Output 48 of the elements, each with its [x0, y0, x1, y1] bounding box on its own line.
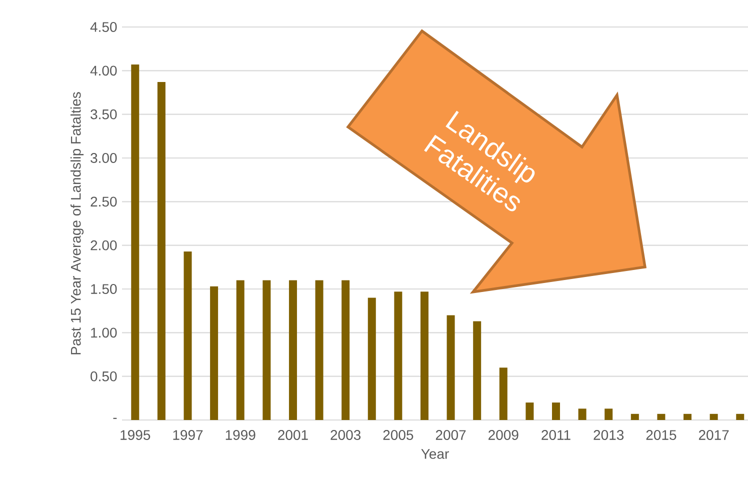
x-tick-label: 2007 [436, 430, 466, 440]
bar [552, 402, 560, 420]
bar [315, 280, 324, 420]
x-tick-label: 2009 [488, 430, 518, 440]
y-tick-label: 1.00 [91, 328, 117, 338]
bar [499, 368, 508, 420]
bar [342, 280, 350, 420]
x-tick-label: 2005 [383, 430, 414, 440]
bar [657, 414, 666, 420]
bar [157, 82, 166, 420]
bar [288, 280, 297, 420]
bar [526, 402, 534, 420]
x-tick-label: 2011 [542, 430, 570, 440]
y-tick-label: 4.00 [90, 66, 117, 76]
y-tick-label: 3.50 [90, 109, 117, 120]
bar [368, 298, 376, 420]
y-tick-label: 3.00 [90, 153, 117, 163]
bar [131, 64, 140, 420]
bar [473, 321, 482, 420]
x-tick-label: 2001 [278, 430, 308, 440]
y-tick-label: 4.50 [90, 22, 117, 32]
bar [420, 292, 428, 420]
bar [604, 408, 613, 420]
x-tick-label: 2015 [646, 430, 676, 440]
bar [578, 408, 586, 420]
bar [684, 414, 692, 420]
y-axis-title: Past 15 Year Average of Landslip Fatalties [70, 92, 84, 354]
bar [446, 315, 455, 420]
x-axis-title: Year [421, 449, 449, 459]
y-tick-label: 2.50 [90, 196, 117, 207]
x-tick-label: 2017 [698, 430, 729, 440]
y-tick-label: 0.50 [90, 371, 117, 382]
bar [262, 280, 271, 420]
x-tick-label: 1999 [226, 430, 256, 440]
bar [630, 414, 639, 420]
bar [236, 280, 244, 420]
x-tick-label: 1997 [173, 430, 203, 440]
bar [184, 251, 192, 420]
x-tick-label: 1995 [120, 430, 150, 440]
bar [736, 414, 744, 420]
y-tick-label: 1.50 [91, 284, 117, 294]
x-tick-label: 2013 [594, 430, 624, 440]
x-tick-label: 2003 [330, 430, 361, 440]
bar [210, 286, 218, 420]
y-tick-label: - [113, 418, 117, 419]
bar [710, 414, 718, 420]
y-tick-label: 2.00 [90, 240, 117, 250]
bar [394, 292, 402, 420]
